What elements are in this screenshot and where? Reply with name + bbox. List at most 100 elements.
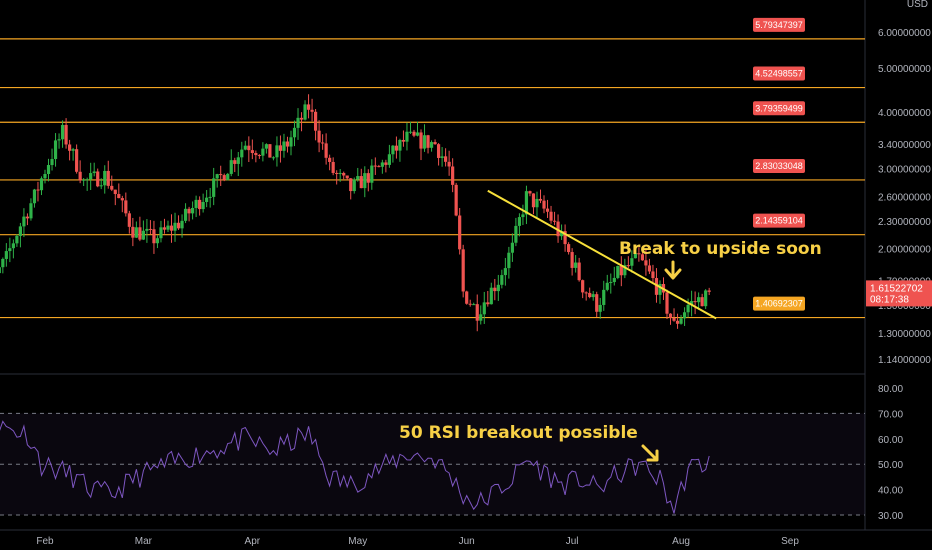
current-price-label: 1.61522702 [870, 283, 923, 294]
candle-body [170, 226, 173, 231]
candle-body [609, 282, 612, 283]
candle-body [86, 179, 89, 180]
candle-body [156, 238, 159, 243]
candle-body [553, 221, 556, 222]
candle-body [149, 229, 152, 230]
price-tick-label: 2.00000000 [878, 244, 931, 255]
price-axis[interactable]: 6.00000000 5.00000000 4.00000000 3.40000000… [866, 28, 932, 366]
candle-body [110, 186, 113, 190]
candle-body [651, 271, 654, 278]
candle-body [595, 294, 598, 312]
rsi-axis[interactable]: 80.00 70.00 60.00 50.00 40.00 30.00 [878, 384, 903, 522]
candle-body [694, 301, 697, 302]
candle-body [0, 267, 1, 273]
candle-body [275, 145, 278, 157]
candle-body [173, 223, 176, 231]
candle-body [12, 243, 15, 248]
level-label-4: 2.14359104 [755, 216, 803, 226]
time-tick-label: Sep [781, 536, 799, 547]
candle-body [205, 198, 208, 202]
candle-body [198, 200, 201, 209]
candle-body [75, 149, 78, 172]
candle-body [665, 292, 668, 313]
candle-body [195, 200, 198, 208]
candle-body [177, 223, 180, 229]
candle-body [61, 125, 64, 139]
candle-body [683, 312, 686, 318]
candle-body [349, 178, 352, 191]
annotation-break-upside: Break to upside soon [619, 239, 822, 259]
candle-body [223, 175, 226, 180]
candle-body [131, 227, 134, 238]
candlestick-series [0, 94, 711, 331]
price-tick-label: 4.00000000 [878, 108, 931, 119]
candle-body [8, 248, 11, 251]
candle-body [391, 146, 394, 155]
candle-body [419, 132, 422, 148]
candle-body [142, 231, 145, 240]
candle-body [613, 278, 616, 282]
candle-body [82, 180, 85, 181]
candle-body [43, 174, 46, 178]
candle-body [367, 173, 370, 183]
candle-body [145, 229, 148, 231]
candle-body [542, 201, 545, 209]
rsi-tick-label: 80.00 [878, 384, 903, 395]
candle-body [483, 302, 486, 314]
candle-body [686, 305, 689, 312]
candle-body [163, 227, 166, 229]
price-tick-label: 2.30000000 [878, 217, 931, 228]
candle-body [114, 190, 117, 194]
candle-body [79, 172, 82, 181]
rsi-pane [0, 402, 865, 515]
candle-body [672, 318, 675, 321]
candle-body [128, 213, 131, 227]
candle-body [585, 292, 588, 293]
candle-body [138, 227, 141, 239]
level-label-5: 1.40692307 [755, 299, 803, 309]
candle-body [258, 155, 261, 156]
candle-body [507, 253, 510, 268]
candle-body [532, 193, 535, 207]
candle-body [93, 171, 96, 173]
rsi-tick-label: 60.00 [878, 435, 903, 446]
candle-body [244, 146, 247, 150]
candle-body [571, 252, 574, 268]
candle-body [493, 288, 496, 291]
candle-body [697, 297, 700, 302]
time-axis[interactable]: Feb Mar Apr May Jun Jul Aug Sep [0, 530, 932, 547]
candle-body [57, 139, 60, 140]
candle-body [430, 142, 433, 148]
candle-body [286, 141, 289, 146]
candle-body [15, 236, 18, 243]
candle-body [546, 209, 549, 212]
time-tick-label: Mar [135, 536, 153, 547]
price-tick-label: 2.60000000 [878, 193, 931, 204]
candle-body [402, 140, 405, 142]
candle-body [437, 144, 440, 158]
candle-body [135, 227, 138, 237]
candle-body [476, 304, 479, 321]
candle-body [293, 128, 296, 137]
candle-body [416, 132, 419, 135]
candle-body [72, 149, 75, 151]
rsi-tick-label: 70.00 [878, 409, 903, 420]
candle-body [539, 199, 542, 201]
candle-body [54, 140, 57, 159]
candle-body [669, 314, 672, 318]
candle-body [261, 149, 264, 156]
candle-body [486, 302, 489, 304]
candle-body [440, 156, 443, 158]
price-tick-label: 1.30000000 [878, 329, 931, 340]
candle-body [335, 173, 338, 174]
candle-body [599, 305, 602, 312]
candle-body [279, 145, 282, 150]
candle-body [528, 191, 531, 193]
candle-body [479, 314, 482, 320]
time-tick-label: Aug [672, 536, 690, 547]
candle-body [124, 200, 127, 213]
level-label-3: 2.83033048 [755, 161, 803, 171]
candle-body [521, 214, 524, 217]
candle-body [444, 156, 447, 161]
